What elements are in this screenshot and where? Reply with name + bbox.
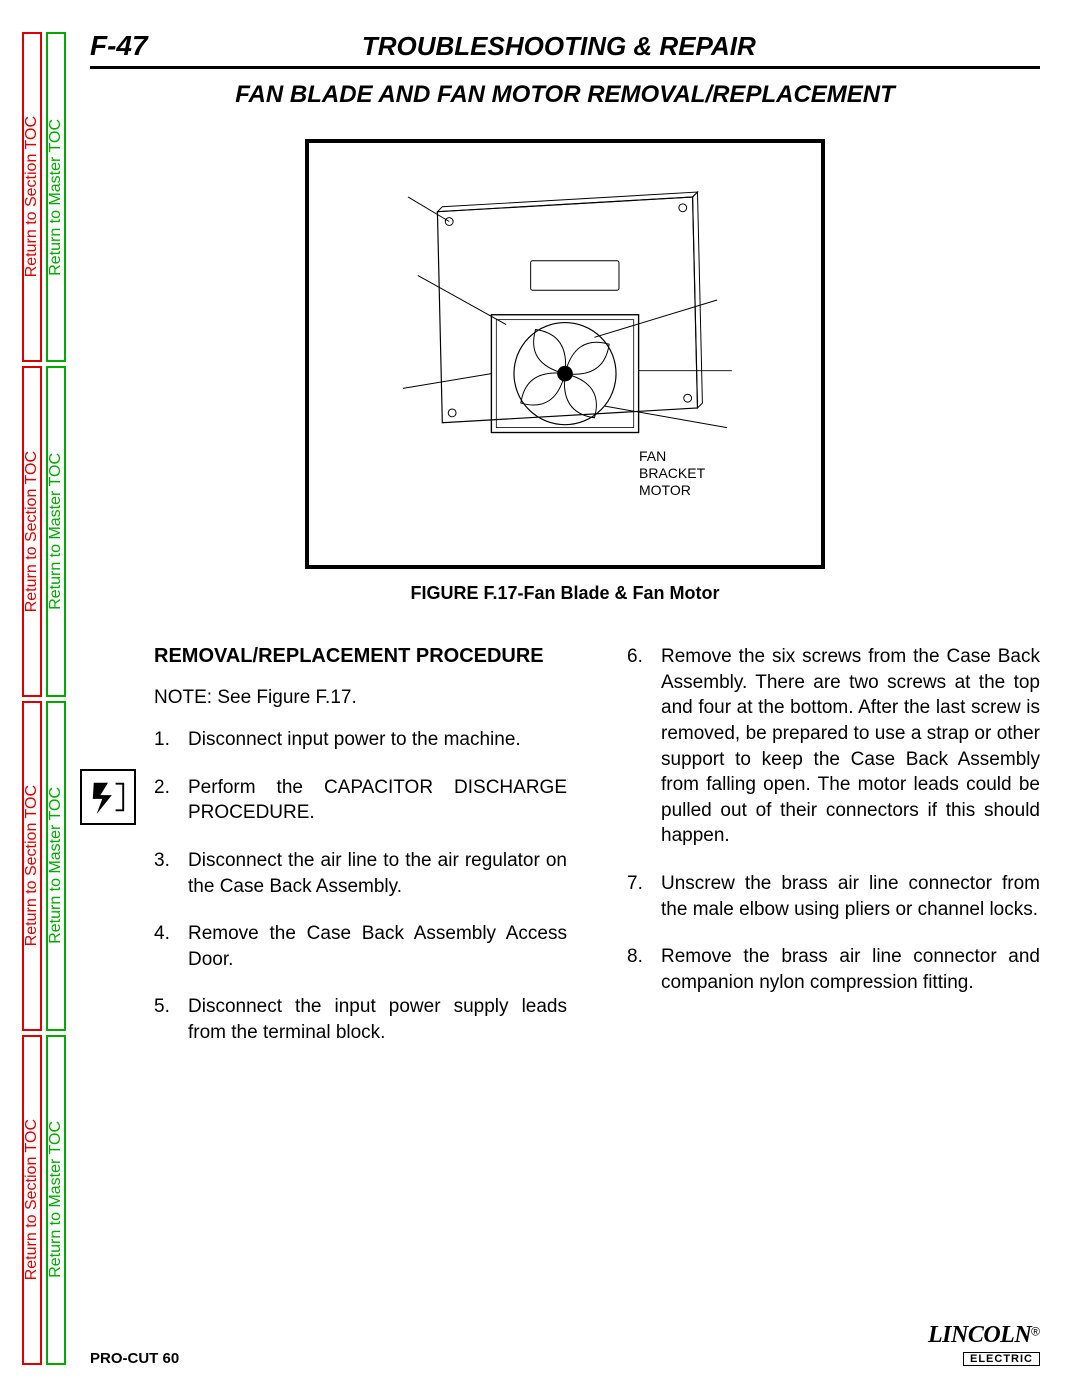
product-name: PRO-CUT 60 — [90, 1350, 179, 1367]
step-item: Disconnect input power to the machine. — [154, 727, 567, 753]
brand-logo: LINCOLN® ELECTRIC — [928, 1322, 1040, 1367]
page-footer: PRO-CUT 60 LINCOLN® ELECTRIC — [90, 1322, 1040, 1367]
tab-label: Return to Section TOC — [23, 1119, 41, 1280]
page-title: TROUBLESHOOTING & REPAIR — [148, 31, 970, 62]
step-item: Remove the brass air line connector and … — [627, 944, 1040, 995]
tab-label: Return to Section TOC — [23, 785, 41, 946]
page-number: F-47 — [90, 30, 148, 62]
fan-motor-diagram — [309, 143, 821, 565]
page-header: F-47 TROUBLESHOOTING & REPAIR — [90, 30, 1040, 69]
procedure-steps-left: Disconnect input power to the machine. P… — [154, 727, 567, 1046]
tab-label: Return to Section TOC — [23, 116, 41, 277]
tab-label: Return to Master TOC — [47, 1121, 65, 1278]
procedure-steps-right: Remove the six screws from the Case Back… — [627, 644, 1040, 996]
section-toc-column: Return to Section TOC Return to Section … — [20, 30, 44, 1367]
step-item: Perform the CAPACITOR DISCHARGE PROCEDUR… — [154, 775, 567, 826]
tab-label: Return to Section TOC — [23, 451, 41, 612]
procedure-left-column: REMOVAL/REPLACEMENT PROCEDURE NOTE: See … — [90, 644, 567, 1068]
figure-label-bracket: BRACKET — [639, 465, 705, 482]
return-section-toc-link[interactable]: Return to Section TOC — [22, 1035, 42, 1365]
return-master-toc-link[interactable]: Return to Master TOC — [46, 1035, 66, 1365]
return-section-toc-link[interactable]: Return to Section TOC — [22, 32, 42, 362]
electric-shock-icon — [80, 769, 136, 825]
page-subtitle: FAN BLADE AND FAN MOTOR REMOVAL/REPLACEM… — [90, 81, 1040, 109]
return-master-toc-link[interactable]: Return to Master TOC — [46, 366, 66, 696]
procedure-title: REMOVAL/REPLACEMENT PROCEDURE — [154, 644, 567, 669]
tab-label: Return to Master TOC — [47, 453, 65, 610]
step-text: Perform the CAPACITOR DISCHARGE PROCEDUR… — [188, 777, 567, 824]
master-toc-column: Return to Master TOC Return to Master TO… — [44, 30, 68, 1367]
procedure-note: NOTE: See Figure F.17. — [154, 687, 567, 709]
step-item: Remove the six screws from the Case Back… — [627, 644, 1040, 849]
figure-box: FAN BRACKET MOTOR — [305, 139, 825, 569]
step-item: Disconnect the input power supply leads … — [154, 994, 567, 1045]
figure-label-fan: FAN — [639, 448, 666, 465]
step-item: Remove the Case Back Assembly Access Doo… — [154, 921, 567, 972]
registered-mark: ® — [1031, 1325, 1040, 1339]
step-item: Disconnect the air line to the air regul… — [154, 848, 567, 899]
step-item: Unscrew the brass air line connector fro… — [627, 871, 1040, 922]
figure-caption: FIGURE F.17-Fan Blade & Fan Motor — [90, 583, 1040, 604]
return-section-toc-link[interactable]: Return to Section TOC — [22, 366, 42, 696]
return-master-toc-link[interactable]: Return to Master TOC — [46, 701, 66, 1031]
figure-label-motor: MOTOR — [639, 482, 691, 499]
procedure-right-column: Remove the six screws from the Case Back… — [627, 644, 1040, 1068]
side-nav-tabs: Return to Section TOC Return to Section … — [20, 30, 68, 1367]
return-section-toc-link[interactable]: Return to Section TOC — [22, 701, 42, 1031]
procedure-columns: REMOVAL/REPLACEMENT PROCEDURE NOTE: See … — [90, 644, 1040, 1068]
tab-label: Return to Master TOC — [47, 119, 65, 276]
return-master-toc-link[interactable]: Return to Master TOC — [46, 32, 66, 362]
page-content: F-47 TROUBLESHOOTING & REPAIR FAN BLADE … — [90, 30, 1040, 1367]
tab-label: Return to Master TOC — [47, 787, 65, 944]
brand-name: LINCOLN — [928, 1322, 1031, 1348]
brand-sub: ELECTRIC — [963, 1352, 1040, 1366]
